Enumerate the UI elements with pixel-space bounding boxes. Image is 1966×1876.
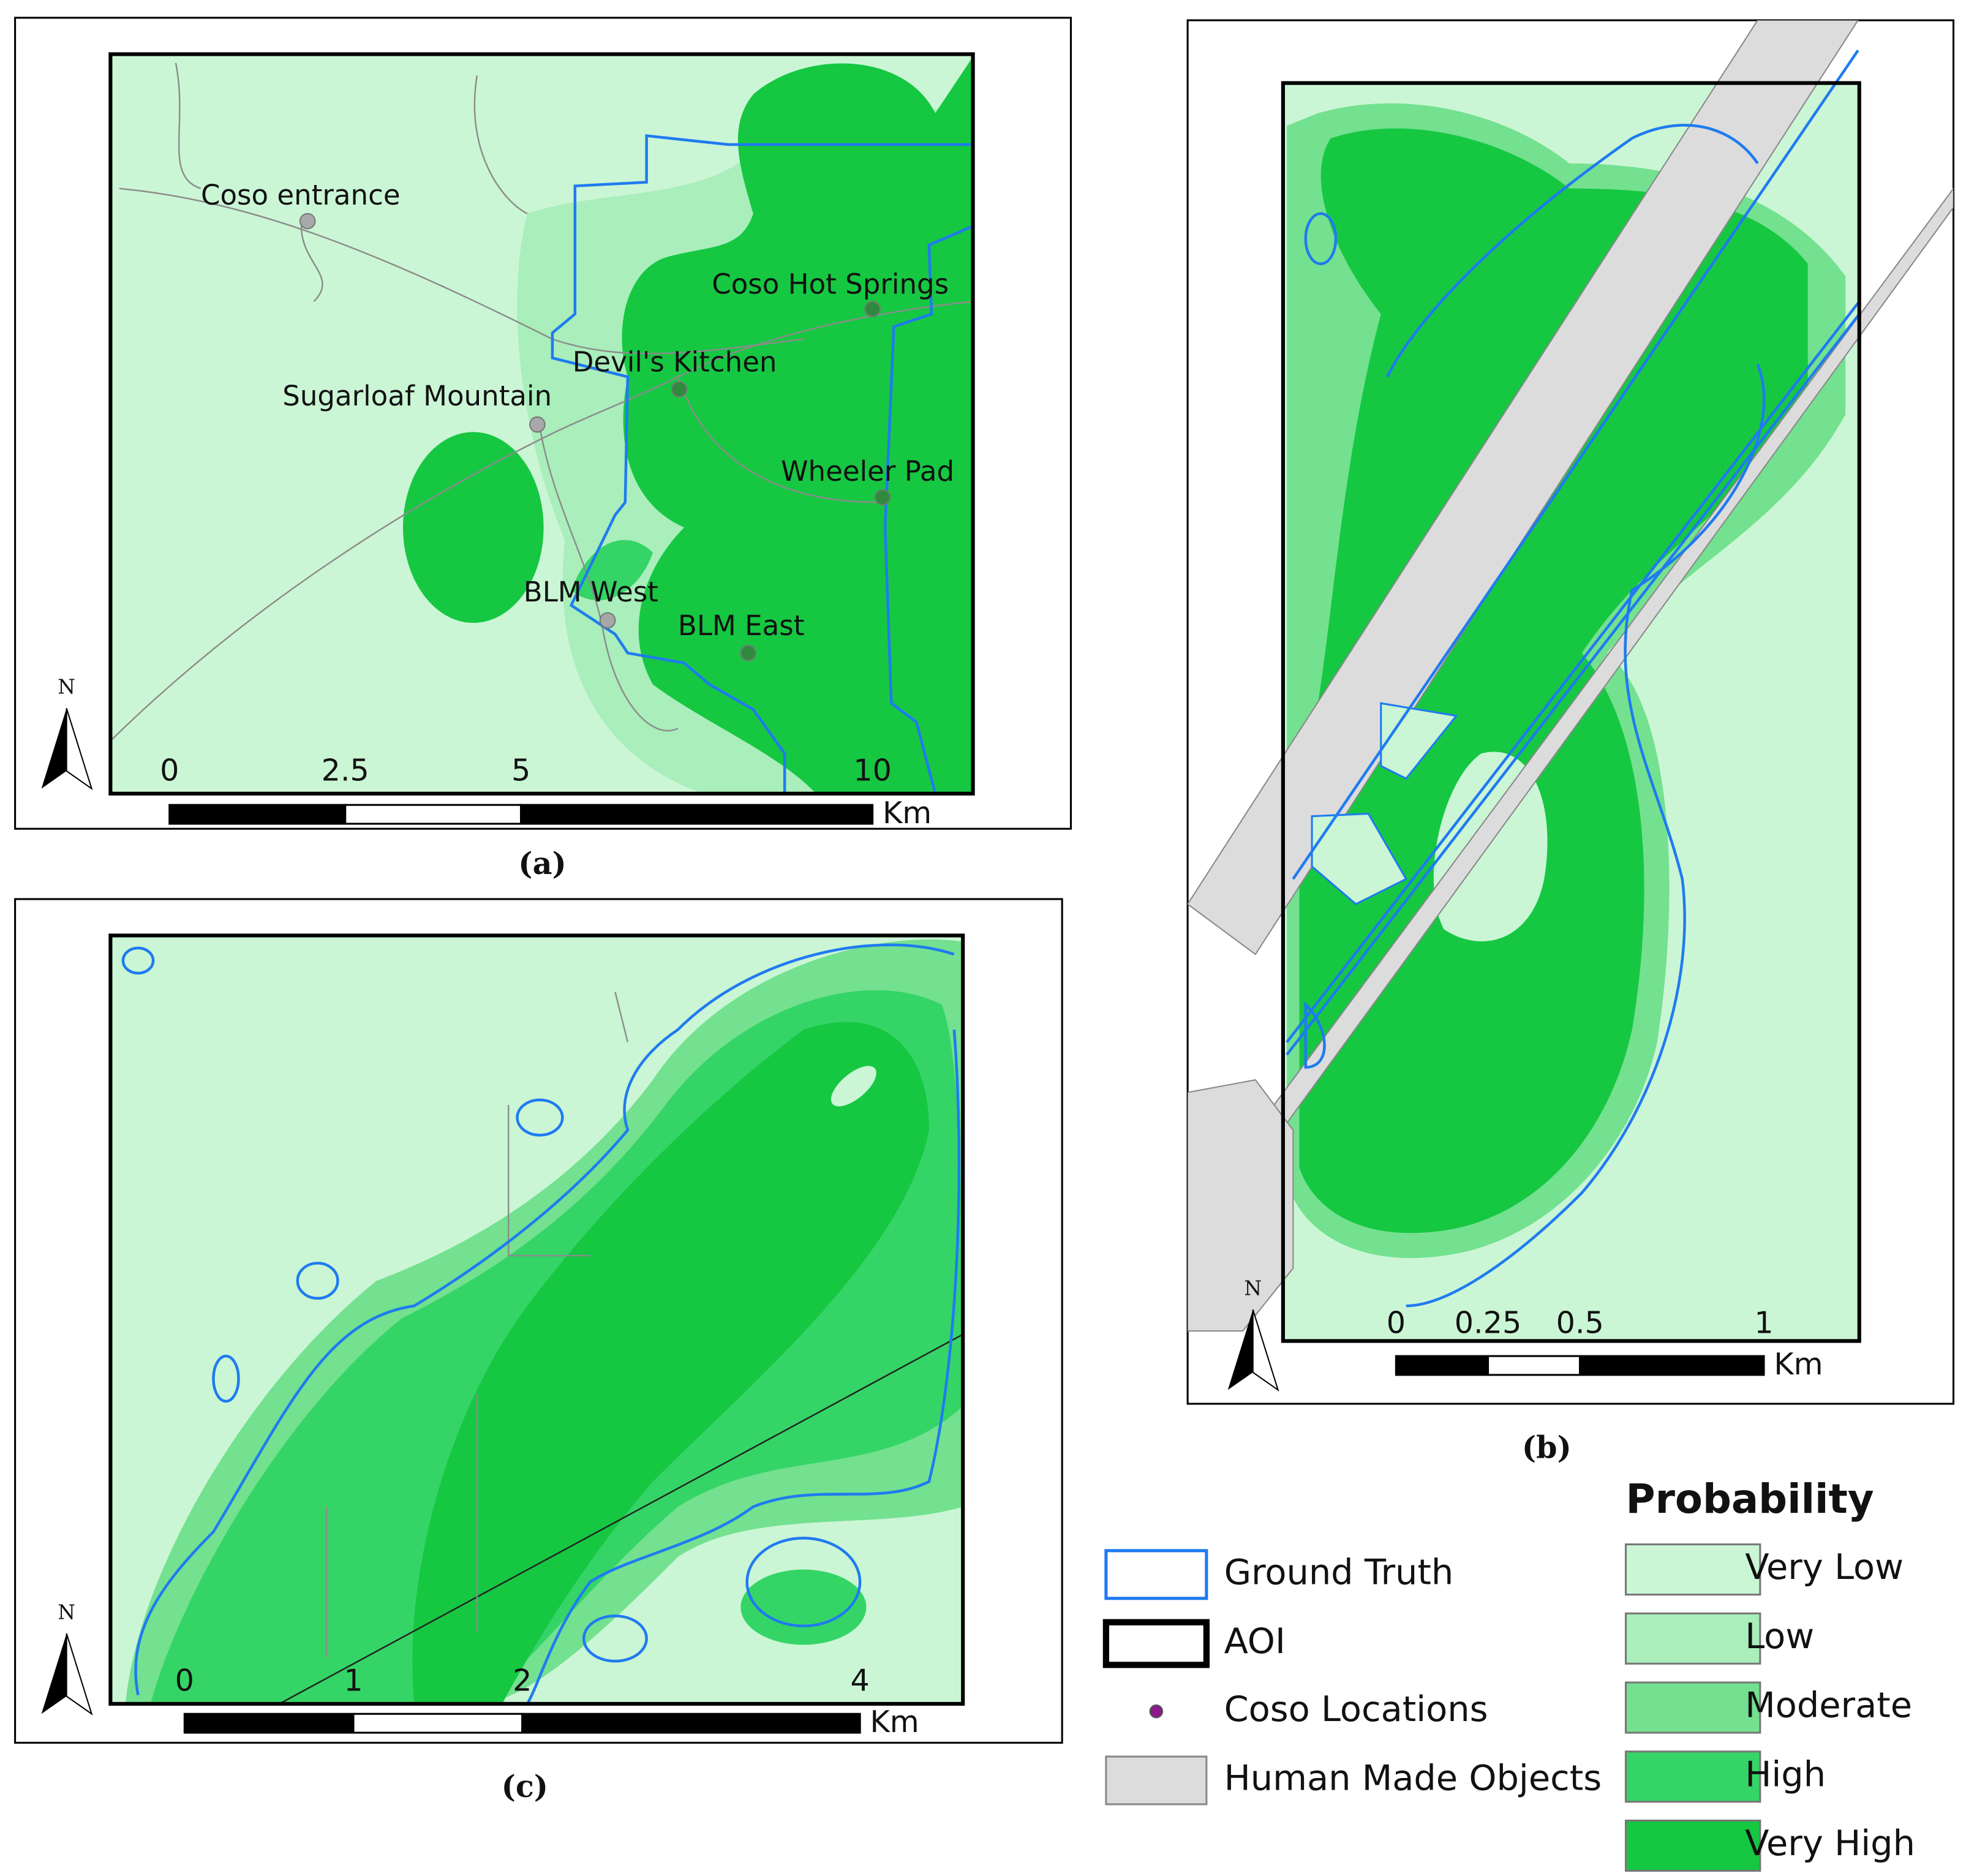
scale-segment <box>344 804 522 825</box>
legend-label: AOI <box>1224 1621 1286 1662</box>
scale-tick-label: 10 <box>853 752 892 788</box>
place-label: Devil's Kitchen <box>573 346 777 379</box>
scale-tick-label: 1 <box>1754 1305 1773 1340</box>
scale-tick-label: 0 <box>175 1663 194 1698</box>
place-marker <box>740 644 757 661</box>
aoi-frame <box>108 52 975 796</box>
scale-segment <box>520 804 874 825</box>
scale-segment <box>352 1712 524 1734</box>
legend-label: Very High <box>1745 1823 1915 1864</box>
place-label: Sugarloaf Mountain <box>282 380 552 412</box>
legend-label: Low <box>1745 1616 1814 1657</box>
place-marker <box>599 612 616 629</box>
scale-tick-label: 0 <box>1387 1305 1406 1340</box>
place-label: Wheeler Pad <box>781 455 954 488</box>
scale-segment <box>1486 1355 1581 1376</box>
scale-segment <box>1579 1355 1765 1376</box>
legend-swatch <box>1102 1619 1210 1668</box>
legend-label: Ground Truth <box>1224 1551 1454 1592</box>
legend-swatch <box>1624 1612 1761 1665</box>
legend-label: Moderate <box>1745 1685 1912 1726</box>
scale-tick-label: 2 <box>513 1663 532 1698</box>
place-marker <box>299 213 316 230</box>
legend-swatch <box>1624 1819 1761 1872</box>
north-arrow <box>66 708 93 791</box>
legend-swatch <box>1624 1681 1761 1734</box>
north-label: N <box>58 1600 75 1624</box>
scale-unit: Km <box>870 1704 919 1739</box>
scale-segment <box>521 1712 861 1734</box>
legend-swatch <box>1104 1549 1208 1600</box>
place-label: BLM West <box>524 576 658 608</box>
place-marker <box>874 489 891 506</box>
map-a <box>110 54 973 794</box>
scale-unit: Km <box>883 795 932 831</box>
aoi-frame <box>1281 81 1861 1343</box>
map-c <box>110 935 963 1704</box>
legend-label: Very Low <box>1745 1546 1904 1588</box>
scale-tick-label: 5 <box>511 752 530 788</box>
legend-swatch <box>1149 1704 1164 1719</box>
place-marker <box>671 381 688 398</box>
aoi-frame <box>108 933 965 1706</box>
north-arrow <box>1252 1309 1279 1392</box>
north-arrow <box>1227 1309 1253 1390</box>
place-label: BLM East <box>678 609 805 642</box>
legend-title: Probability <box>1626 1476 1874 1523</box>
scale-tick-label: 0.25 <box>1455 1305 1522 1340</box>
north-label: N <box>1244 1276 1262 1300</box>
north-label: N <box>58 676 75 699</box>
panel-caption: (b) <box>1522 1430 1572 1465</box>
place-label: Coso entrance <box>201 179 401 211</box>
scale-tick-label: 4 <box>850 1663 869 1698</box>
scale-segment <box>183 1712 355 1734</box>
scale-tick-label: 2.5 <box>322 752 369 788</box>
legend-label: Human Made Objects <box>1224 1758 1602 1799</box>
legend-swatch <box>1105 1755 1208 1806</box>
legend-label: High <box>1745 1754 1826 1795</box>
scale-tick-label: 1 <box>344 1663 363 1698</box>
scale-segment <box>168 804 347 825</box>
map-b <box>1188 20 1954 1341</box>
legend-swatch <box>1624 1750 1761 1803</box>
scale-unit: Km <box>1774 1346 1823 1382</box>
panel-caption: (c) <box>502 1769 549 1804</box>
legend-swatch <box>1624 1543 1761 1596</box>
panel-caption: (a) <box>518 846 566 881</box>
north-arrow <box>66 1633 93 1716</box>
place-marker <box>864 301 881 317</box>
scale-segment <box>1395 1355 1490 1376</box>
place-marker <box>529 416 546 433</box>
legend-label: Coso Locations <box>1224 1689 1488 1730</box>
place-label: Coso Hot Springs <box>712 268 949 301</box>
scale-tick-label: 0.5 <box>1556 1305 1604 1340</box>
scale-tick-label: 0 <box>160 752 179 788</box>
